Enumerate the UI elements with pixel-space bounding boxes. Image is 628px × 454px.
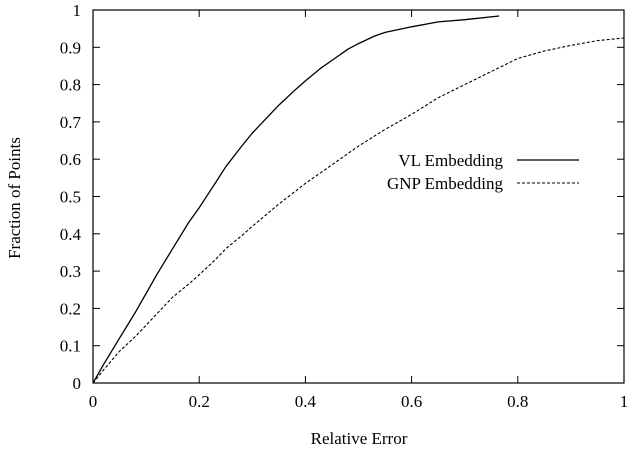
- x-tick-label: 0.4: [295, 392, 317, 411]
- x-axis-label: Relative Error: [311, 429, 408, 448]
- series-layer: [92, 15, 625, 384]
- x-tick-label: 0.8: [507, 392, 528, 411]
- y-tick-label: 0.2: [60, 299, 81, 318]
- series-line-gnp-embedding: [92, 37, 625, 384]
- x-tick-label: 0.2: [189, 392, 210, 411]
- legend: VL Embedding GNP Embedding: [387, 151, 579, 193]
- y-tick-label: 0.3: [60, 262, 81, 281]
- y-tick-label: 0.4: [60, 225, 82, 244]
- x-tick-label: 1: [620, 392, 628, 411]
- axes-layer: 0 0.2 0.4 0.6 0.8 1 0 0.1 0.2 0.3 0.4 0.5 0.6 0.7 0.8 0…: [60, 1, 628, 411]
- x-tick-label: 0: [89, 392, 98, 411]
- y-tick-label: 0.9: [60, 38, 81, 57]
- y-tick-label: 0: [73, 374, 82, 393]
- y-tick-label: 0.5: [60, 188, 81, 207]
- y-tick-label: 0.8: [60, 76, 81, 95]
- y-tick-label: 0.1: [60, 337, 81, 356]
- legend-label: GNP Embedding: [387, 174, 504, 193]
- y-tick-label: 1: [73, 1, 82, 20]
- legend-label: VL Embedding: [398, 151, 503, 170]
- y-tick-label: 0.6: [60, 150, 81, 169]
- y-axis-label: Fraction of Points: [5, 137, 24, 259]
- series-line-vl-embedding: [92, 15, 500, 384]
- y-tick-label: 0.7: [60, 113, 82, 132]
- x-tick-label: 0.6: [401, 392, 422, 411]
